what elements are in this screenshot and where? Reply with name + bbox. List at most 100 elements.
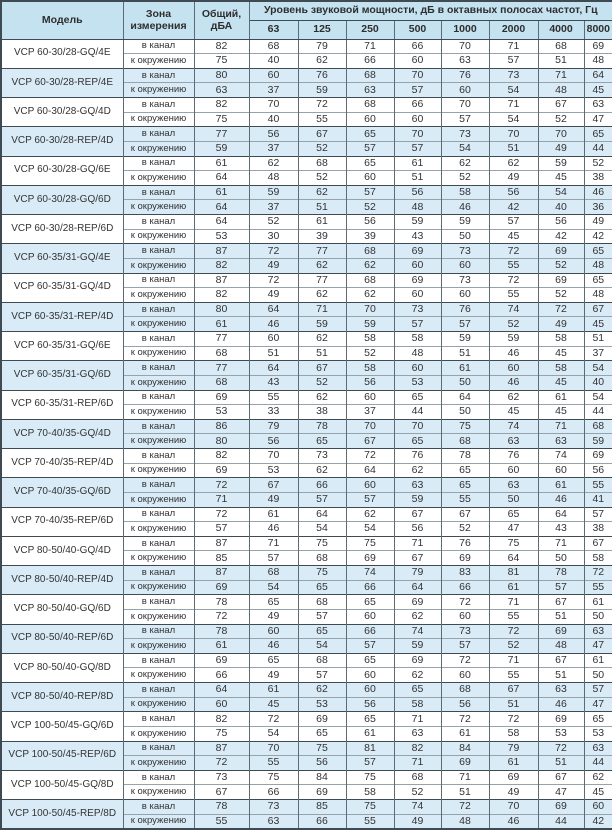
total-dba-cell: 60 (193, 696, 250, 712)
band-cell: 74 (393, 623, 442, 639)
band-cell: 76 (440, 535, 490, 551)
band-cell: 66 (345, 623, 395, 639)
band-cell: 66 (297, 813, 347, 830)
band-cell: 65 (488, 506, 539, 522)
model-cell: VCP 100-50/45-GQ/8D (0, 769, 124, 800)
band-cell: 51 (440, 784, 490, 800)
band-cell: 79 (297, 38, 347, 54)
band-cell: 58 (345, 360, 395, 376)
band-cell: 62 (393, 667, 442, 683)
band-cell: 68 (440, 682, 490, 698)
band-cell: 51 (488, 140, 539, 156)
band-cell: 66 (393, 97, 442, 113)
band-cell: 49 (393, 813, 442, 830)
band-cell: 60 (393, 257, 442, 273)
band-cell: 62 (488, 155, 539, 171)
band-cell: 62 (345, 257, 395, 273)
band-cell: 67 (488, 682, 539, 698)
freq-header-500: 500 (393, 19, 442, 40)
band-cell: 68 (345, 67, 395, 83)
model-cell: VCP 60-35/31-GQ/6D (0, 360, 124, 390)
band-cell: 65 (583, 711, 612, 727)
band-cell: 69 (537, 799, 585, 815)
band-cell: 56 (583, 462, 612, 478)
total-dba-cell: 69 (193, 389, 250, 405)
zone-cell-duct: в канал (122, 769, 195, 785)
band-cell: 69 (488, 769, 539, 785)
band-cell: 62 (297, 257, 347, 273)
total-dba-cell: 63 (193, 82, 250, 98)
band-cell: 69 (583, 38, 612, 54)
band-cell: 73 (440, 623, 490, 639)
band-cell: 56 (345, 214, 395, 230)
band-cell: 60 (345, 170, 395, 186)
band-cell: 52 (345, 199, 395, 215)
table-row-ambient: к окружению 61 46 59 59 57 57 52 49 45 (1, 316, 612, 332)
band-cell: 63 (537, 682, 585, 698)
band-cell: 71 (488, 652, 539, 668)
total-dba-cell: 72 (193, 506, 250, 522)
model-cell: VCP 100-50/45-GQ/6D (0, 711, 124, 741)
band-cell: 79 (488, 740, 539, 756)
band-cell: 61 (440, 360, 490, 376)
band-cell: 69 (537, 711, 585, 727)
band-cell: 76 (440, 67, 490, 83)
band-cell: 68 (583, 418, 612, 434)
zone-cell-ambient: к окружению (122, 462, 195, 478)
band-cell: 44 (583, 404, 612, 420)
freq-header-4000: 4000 (537, 19, 585, 40)
band-cell: 50 (583, 608, 612, 624)
band-cell: 51 (393, 170, 442, 186)
table-row-ambient: к окружению 85 57 68 69 67 69 64 50 58 (1, 550, 612, 566)
model-cell: VCP 60-30/28-REP/4E (0, 67, 124, 98)
band-cell: 59 (393, 638, 442, 654)
band-cell: 41 (583, 491, 612, 507)
zone-cell-ambient: к окружению (122, 287, 195, 303)
band-cell: 57 (345, 638, 395, 654)
band-cell: 40 (537, 199, 585, 215)
band-cell: 54 (488, 111, 539, 127)
band-cell: 43 (248, 374, 299, 390)
band-cell: 53 (248, 462, 299, 478)
band-cell: 51 (537, 608, 585, 624)
band-cell: 70 (440, 38, 490, 54)
band-cell: 39 (297, 228, 347, 244)
band-cell: 51 (583, 331, 612, 347)
band-cell: 45 (537, 170, 585, 186)
total-dba-cell: 77 (193, 360, 250, 376)
band-cell: 33 (248, 404, 299, 420)
band-cell: 69 (393, 652, 442, 668)
band-cell: 59 (297, 82, 347, 98)
band-cell: 37 (345, 404, 395, 420)
band-cell: 60 (488, 360, 539, 376)
zone-cell-ambient: к окружению (122, 784, 195, 800)
band-cell: 52 (537, 257, 585, 273)
total-dba-cell: 73 (193, 769, 250, 785)
zone-cell-duct: в канал (122, 623, 195, 639)
band-cell: 48 (393, 199, 442, 215)
band-cell: 46 (488, 813, 539, 830)
total-dba-cell: 53 (193, 404, 250, 420)
band-cell: 46 (248, 521, 299, 537)
band-cell: 62 (248, 155, 299, 171)
zone-cell-ambient: к окружению (122, 725, 195, 741)
band-cell: 48 (537, 82, 585, 98)
band-cell: 42 (488, 199, 539, 215)
band-cell: 60 (393, 53, 442, 69)
zone-cell-duct: в канал (122, 418, 195, 434)
band-cell: 65 (297, 623, 347, 639)
band-cell: 61 (248, 506, 299, 522)
band-cell: 68 (248, 565, 299, 581)
model-cell: VCP 100-50/45-REP/8D (0, 799, 124, 829)
model-cell: VCP 60-35/31-GQ/6E (0, 330, 124, 361)
band-cell: 52 (345, 345, 395, 361)
band-cell: 73 (440, 272, 490, 288)
band-cell: 46 (488, 374, 539, 390)
model-cell: VCP 60-30/28-GQ/6D (0, 184, 124, 215)
zone-cell-duct: в канал (122, 214, 195, 230)
total-dba-cell: 55 (193, 813, 250, 830)
table-row-ambient: к окружению 69 54 65 66 64 66 61 57 55 (1, 579, 612, 595)
band-cell: 66 (345, 579, 395, 595)
total-dba-cell: 75 (193, 725, 250, 741)
band-cell: 60 (583, 799, 612, 815)
